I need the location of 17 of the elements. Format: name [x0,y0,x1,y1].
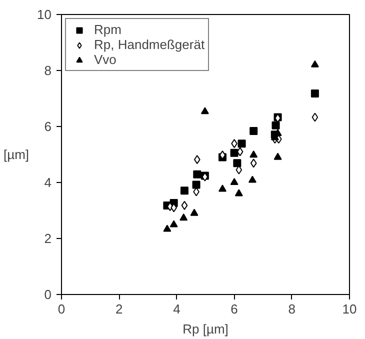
x-axis-title: Rp [µm] [182,322,228,336]
legend-label: Vvo [94,52,116,67]
y-tick-label: 8 [44,63,52,78]
y-tick-label: 6 [44,119,52,134]
x-tick-label: 8 [288,302,296,316]
y-tick-label: 4 [44,175,52,190]
legend-label: Rpm [94,22,122,37]
y-tick-label: 2 [44,231,52,246]
x-tick-label: 10 [342,302,357,316]
x-tick-label: 2 [115,302,123,316]
legend-label: Rp, Handmeßgerät [94,37,205,52]
y-tick-label: 0 [44,287,52,302]
y-tick-label: 10 [37,7,52,22]
x-tick-label: 4 [173,302,180,316]
x-tick-label: 6 [230,302,238,316]
y-axis-title: [µm] [3,147,30,162]
x-tick-label: 0 [58,302,66,316]
